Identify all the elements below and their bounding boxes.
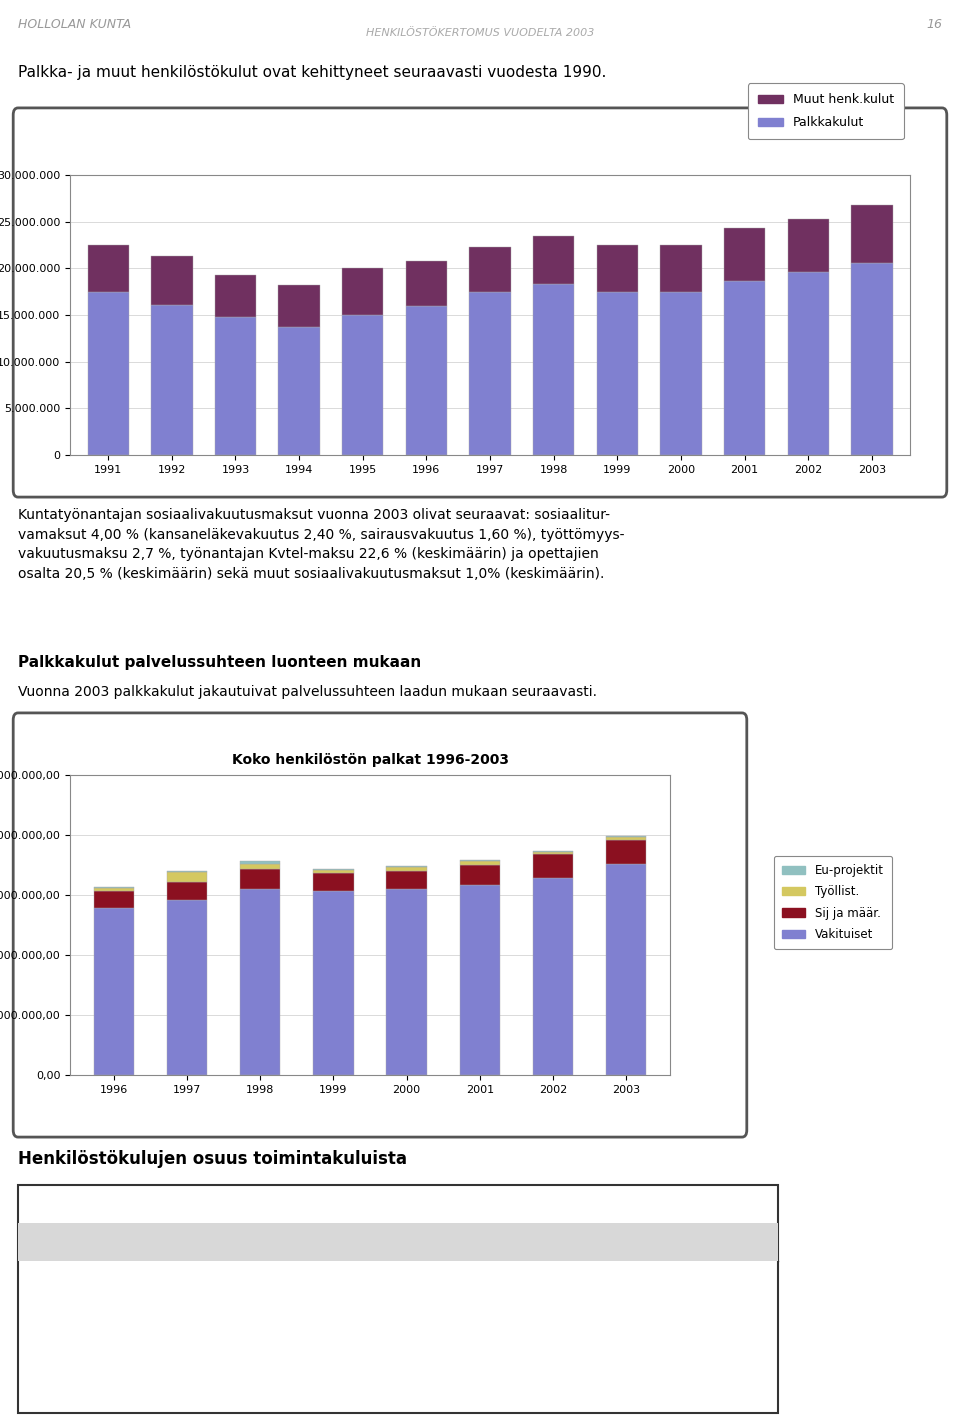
Bar	[406, 306, 447, 455]
Bar	[313, 873, 353, 891]
Text: 51,6: 51,6	[372, 1349, 399, 1363]
Bar	[94, 891, 134, 908]
Text: 24,2: 24,2	[541, 1274, 569, 1287]
Text: 2000: 2000	[453, 1236, 488, 1248]
Bar	[94, 888, 134, 891]
Text: 44,7%: 44,7%	[280, 1387, 321, 1400]
Legend: Eu-projektit, Työllist., Sij ja määr., Vakituiset: Eu-projektit, Työllist., Sij ja määr., V…	[774, 856, 892, 949]
Text: 22,7: 22,7	[457, 1274, 485, 1287]
Bar	[533, 285, 574, 455]
Bar	[469, 292, 511, 455]
Text: Henkilöstökulut: Henkilöstökulut	[24, 1274, 121, 1287]
Text: 2003: 2003	[708, 1236, 743, 1248]
Text: 27,0: 27,0	[711, 1274, 739, 1287]
Text: Vuonna 2003 palkkakulut jakautuivat palvelussuhteen laadun mukaan seuraavasti.: Vuonna 2003 palkkakulut jakautuivat palv…	[18, 684, 597, 699]
Text: HOLLOLAN KUNTA: HOLLOLAN KUNTA	[18, 18, 132, 31]
Text: 2001: 2001	[538, 1236, 573, 1248]
Bar	[460, 864, 500, 886]
Text: 39,0: 39,0	[711, 1312, 739, 1325]
Text: 66,0: 66,0	[711, 1349, 739, 1363]
Legend: Muut henk.kulut, Palkkakulut: Muut henk.kulut, Palkkakulut	[748, 84, 903, 139]
Bar	[151, 256, 193, 305]
Bar	[240, 888, 280, 1076]
Text: 60,4: 60,4	[627, 1349, 655, 1363]
Text: 16: 16	[926, 18, 942, 31]
Text: 29,1: 29,1	[287, 1312, 314, 1325]
Bar	[533, 854, 573, 879]
Bar	[533, 879, 573, 1076]
Bar	[387, 871, 426, 888]
Bar	[460, 862, 500, 864]
Bar	[724, 228, 765, 282]
Bar	[606, 837, 646, 840]
Bar	[151, 305, 193, 455]
Bar	[342, 268, 383, 315]
Bar	[342, 315, 383, 455]
Bar	[215, 275, 256, 317]
Text: Toimintakulut yht.: Toimintakulut yht.	[24, 1349, 136, 1363]
Text: 53,7: 53,7	[457, 1349, 485, 1363]
Text: 23,5: 23,5	[287, 1274, 314, 1287]
Bar	[215, 317, 256, 455]
Text: 28,8: 28,8	[372, 1312, 399, 1325]
Text: Muut toimintakulut: Muut toimintakulut	[24, 1312, 142, 1325]
Text: Palkka- ja muut henkilöstökulut ovat kehittyneet seuraavasti vuodesta 1990.: Palkka- ja muut henkilöstökulut ovat keh…	[18, 65, 607, 79]
Bar	[94, 908, 134, 1076]
Bar	[387, 888, 426, 1076]
Bar	[533, 852, 573, 854]
Text: 25,4: 25,4	[627, 1274, 655, 1287]
Text: 52,6: 52,6	[287, 1349, 314, 1363]
Bar	[167, 873, 207, 881]
Text: 2002: 2002	[623, 1236, 658, 1248]
Text: 31,0: 31,0	[457, 1312, 485, 1325]
Text: HENKILÖSTÖKERTOMUS VUODELTA 2003: HENKILÖSTÖKERTOMUS VUODELTA 2003	[366, 28, 594, 38]
Bar	[596, 245, 638, 292]
Text: 33,0: 33,0	[541, 1312, 569, 1325]
Text: 40,9%: 40,9%	[706, 1387, 745, 1400]
Bar	[313, 870, 353, 873]
Bar	[278, 285, 320, 327]
Bar	[460, 886, 500, 1076]
Text: 57,2: 57,2	[541, 1349, 569, 1363]
Text: Henkilöstökulujen osuus: Henkilöstökulujen osuus	[24, 1387, 176, 1400]
Text: 42,3%: 42,3%	[536, 1387, 575, 1400]
Bar	[787, 272, 828, 455]
Bar	[167, 881, 207, 900]
Text: 42,3%: 42,3%	[450, 1387, 491, 1400]
Text: 1998: 1998	[283, 1236, 318, 1248]
Bar	[852, 262, 893, 455]
Bar	[852, 205, 893, 262]
Text: Osuus milj. euroa ja %: Osuus milj. euroa ja %	[24, 1236, 180, 1248]
Bar	[469, 247, 511, 292]
Bar	[87, 292, 129, 455]
Bar	[240, 862, 280, 864]
Title: Koko henkilöstön palkat 1996-2003: Koko henkilöstön palkat 1996-2003	[231, 752, 509, 767]
Bar	[660, 245, 702, 292]
Bar	[606, 864, 646, 1076]
Bar	[387, 867, 426, 871]
Text: Palkka- ja muut henkilöstökulut 1990-2003: Palkka- ja muut henkilöstökulut 1990-200…	[38, 122, 408, 137]
Bar	[313, 891, 353, 1076]
Text: Palkkakulut palvelussuhteen luonteen mukaan: Palkkakulut palvelussuhteen luonteen muk…	[18, 655, 421, 670]
Text: 35,0: 35,0	[627, 1312, 655, 1325]
Text: Henkilöstökulujen osuus toimintakuluista: Henkilöstökulujen osuus toimintakuluista	[18, 1151, 407, 1168]
Bar	[533, 235, 574, 285]
Text: 44,0%: 44,0%	[366, 1387, 405, 1400]
Text: 22,7: 22,7	[372, 1274, 399, 1287]
Bar	[87, 245, 129, 292]
Bar	[787, 218, 828, 272]
Text: 1999: 1999	[369, 1236, 403, 1248]
Bar	[406, 261, 447, 306]
Text: Kuntatyönantajan sosiaalivakuutusmaksut vuonna 2003 olivat seuraavat: sosiaalitu: Kuntatyönantajan sosiaalivakuutusmaksut …	[18, 509, 625, 581]
Bar	[240, 864, 280, 869]
Bar	[167, 900, 207, 1076]
Bar	[596, 292, 638, 455]
Bar	[278, 327, 320, 455]
Bar	[724, 282, 765, 455]
Text: 42,1%: 42,1%	[621, 1387, 660, 1400]
Bar	[660, 292, 702, 455]
Bar	[606, 840, 646, 864]
Bar	[240, 869, 280, 888]
